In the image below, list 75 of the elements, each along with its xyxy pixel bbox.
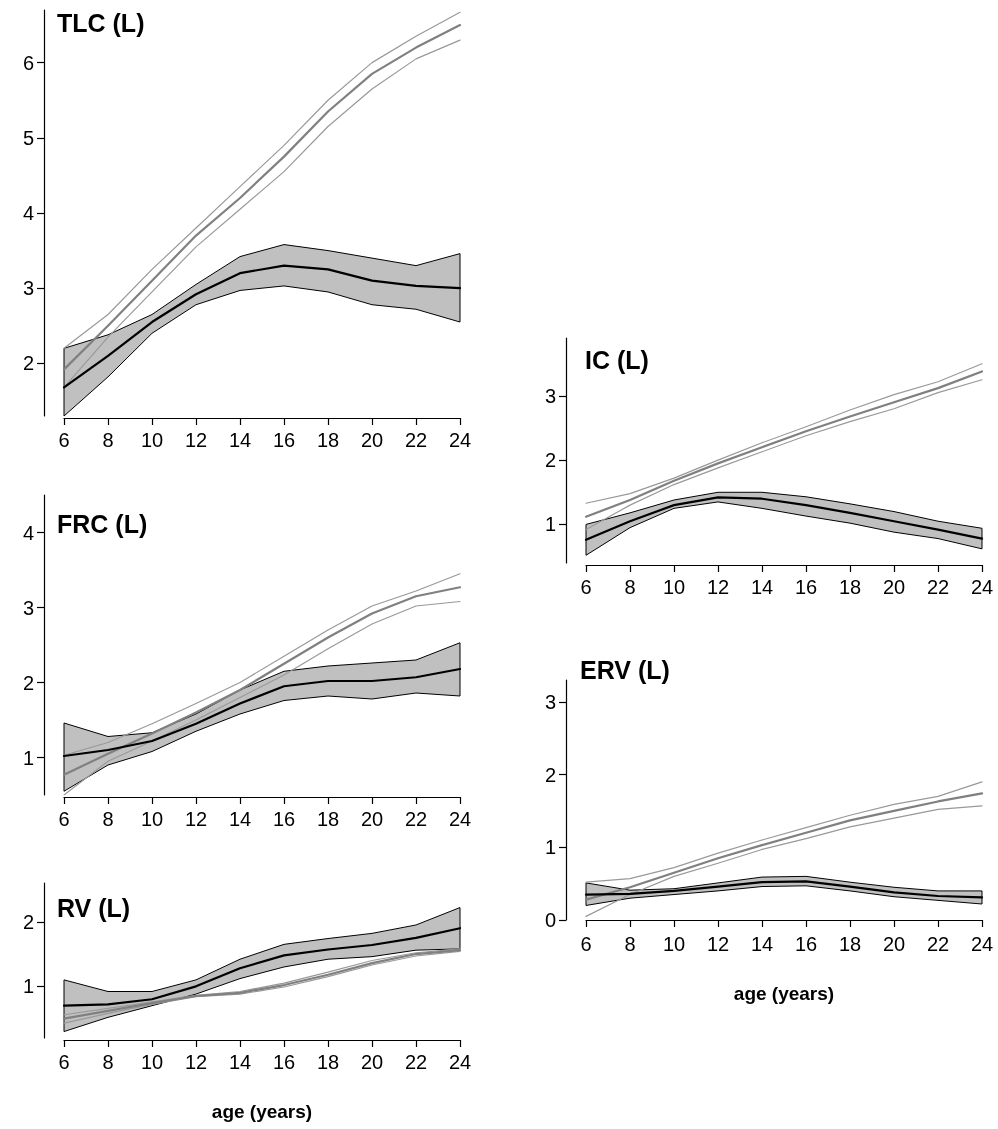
x-tick-label: 12	[706, 576, 730, 598]
x-tick-label: 8	[624, 576, 636, 598]
y-tick-label: 2	[22, 352, 34, 375]
x-tick-label: 24	[448, 429, 472, 451]
x-tick-label: 8	[102, 1051, 114, 1073]
x-tick-label: 22	[926, 933, 950, 955]
y-tick-label: 0	[544, 909, 556, 931]
x-tick-label: 20	[360, 808, 384, 830]
y-tick-label: 2	[544, 763, 556, 786]
chart-title: RV (L)	[57, 893, 131, 922]
chart-title: ERV (L)	[580, 655, 670, 684]
x-tick-label: 10	[662, 933, 686, 955]
x-tick-label: 16	[272, 429, 296, 451]
y-tick-label: 4	[22, 202, 34, 224]
x-tick-label: 20	[882, 933, 906, 955]
y-tick-label: 5	[22, 126, 34, 149]
x-tick-label: 10	[140, 429, 164, 451]
x-tick-label: 8	[624, 933, 636, 955]
x-tick-label: 22	[926, 576, 950, 598]
x-tick-label: 18	[316, 429, 340, 451]
x-tick-label: 14	[750, 576, 774, 598]
x-tick-label: 8	[102, 808, 114, 830]
y-tick-label: 3	[544, 384, 556, 407]
y-tick-label: 3	[22, 596, 34, 619]
x-tick-label: 14	[228, 808, 252, 830]
chart-title: TLC (L)	[57, 8, 145, 37]
chart-title: IC (L)	[585, 345, 649, 374]
x-tick-label: 18	[838, 933, 862, 955]
x-tick-label: 16	[272, 808, 296, 830]
x-tick-label: 24	[448, 808, 472, 830]
x-axis-title: age (years)	[211, 1101, 313, 1122]
x-tick-label: 12	[706, 933, 730, 955]
x-tick-label: 8	[102, 429, 114, 451]
x-tick-label: 12	[184, 808, 208, 830]
x-tick-label: 22	[404, 1051, 428, 1073]
x-tick-label: 6	[58, 1051, 70, 1073]
x-tick-label: 16	[794, 933, 818, 955]
x-tick-label: 10	[140, 808, 164, 830]
x-tick-label: 18	[316, 1051, 340, 1073]
y-tick-label: 6	[22, 51, 34, 74]
x-tick-label: 18	[838, 576, 862, 598]
x-tick-label: 20	[360, 1051, 384, 1073]
y-tick-label: 2	[22, 910, 34, 933]
y-tick-label: 2	[544, 449, 556, 472]
x-tick-label: 14	[228, 429, 252, 451]
y-tick-label: 1	[22, 975, 34, 998]
x-tick-label: 10	[140, 1051, 164, 1073]
text: FRC (L)	[57, 509, 148, 538]
x-tick-label: 22	[404, 429, 428, 451]
x-axis-title: age (years)	[733, 983, 835, 1004]
x-tick-label: 20	[360, 429, 384, 451]
x-tick-label: 6	[580, 576, 592, 598]
y-tick-label: 3	[22, 277, 34, 300]
y-tick-label: 1	[544, 836, 556, 859]
x-tick-label: 12	[184, 429, 208, 451]
x-tick-label: 22	[404, 808, 428, 830]
y-tick-label: 1	[544, 513, 556, 536]
x-tick-label: 24	[970, 933, 994, 955]
x-tick-label: 14	[750, 933, 774, 955]
x-tick-label: 24	[970, 576, 994, 598]
x-tick-label: 6	[58, 429, 70, 451]
x-tick-label: 24	[448, 1051, 472, 1073]
x-tick-label: 10	[662, 576, 686, 598]
x-tick-label: 12	[184, 1051, 208, 1073]
y-tick-label: 3	[544, 690, 556, 713]
y-tick-label: 2	[22, 671, 34, 694]
y-tick-label: 1	[22, 746, 34, 769]
x-tick-label: 14	[228, 1051, 252, 1073]
x-tick-label: 16	[794, 576, 818, 598]
x-tick-label: 16	[272, 1051, 296, 1073]
x-tick-label: 6	[580, 933, 592, 955]
x-tick-label: 18	[316, 808, 340, 830]
y-tick-label: 4	[22, 521, 34, 544]
x-tick-label: 6	[58, 808, 70, 830]
x-tick-label: 20	[882, 576, 906, 598]
